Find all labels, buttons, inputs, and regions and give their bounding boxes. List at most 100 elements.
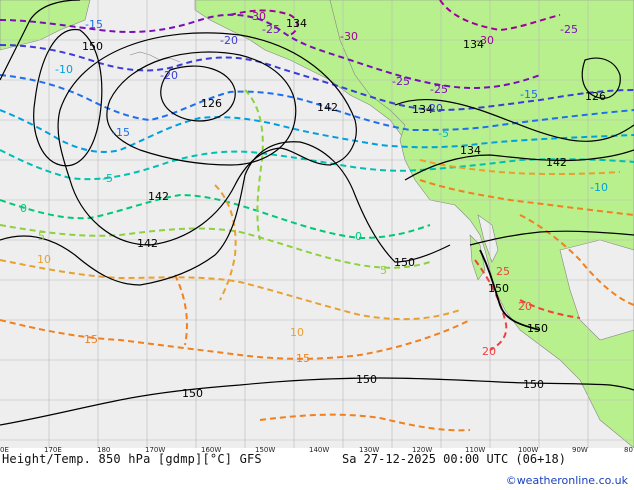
height-label-150-mexico: 150 — [488, 282, 509, 295]
temp-contour-neg30-b — [439, 0, 561, 32]
temp-label-15-mid: 15 — [296, 352, 310, 365]
credit-link[interactable]: ©weatheronline.co.uk — [505, 474, 628, 487]
temp-label-neg20-nw: -20 — [220, 34, 238, 47]
height-label-134-east: 134 — [460, 144, 481, 157]
lon-label: 160W — [201, 446, 221, 454]
temp-label-neg30-coast: -30 — [340, 30, 358, 43]
land-aleutians — [129, 51, 181, 63]
gulf-of-california — [477, 214, 499, 263]
temp-contour-5-b — [244, 89, 264, 241]
height-contour-150-mexico — [479, 249, 541, 331]
temp-contour-20-b — [519, 299, 581, 319]
height-label-150-nw: 150 — [82, 40, 103, 53]
temp-label-neg30-top: -30 — [248, 10, 266, 23]
temp-label-neg15-nw: -15 — [85, 18, 103, 31]
temp-label-neg25-coast: -25 — [392, 75, 410, 88]
height-label-150-south-mid: 150 — [356, 373, 377, 386]
lon-label: 110W — [465, 446, 485, 454]
temp-contour-10 — [0, 259, 461, 321]
height-contour-126-east — [581, 57, 621, 99]
temp-contour-10-c — [419, 159, 621, 176]
temp-label-neg10-e: -10 — [590, 181, 608, 194]
temp-contour-10-b — [214, 184, 237, 301]
lon-label: 140W — [309, 446, 329, 454]
temp-label-10-mid: 10 — [290, 326, 304, 339]
height-labels: 150 126 142 134 134 142 126 134 142 150 … — [82, 17, 606, 400]
land-siberia — [0, 0, 91, 51]
height-label-150-south-w: 150 — [182, 387, 203, 400]
height-contour-142-east — [404, 149, 634, 181]
height-label-134-sw: 134 — [463, 38, 484, 51]
lon-label: 120W — [412, 446, 432, 454]
height-contours — [0, 0, 634, 426]
temp-contour-neg10 — [0, 109, 634, 153]
temp-label-neg5-e: -5 — [438, 127, 449, 140]
temp-label-neg20-mid: -20 — [160, 69, 178, 82]
temp-contour-neg20 — [0, 44, 634, 112]
height-label-142-west: 142 — [137, 237, 158, 250]
height-contour-150-south — [0, 377, 634, 426]
lon-label: 170W — [145, 446, 165, 454]
temperature-contours — [0, 0, 634, 432]
temp-contour-neg15 — [0, 74, 634, 132]
graticule — [0, 0, 634, 448]
height-label-150-coast: 150 — [394, 256, 415, 269]
lon-label: 130W — [359, 446, 379, 454]
map-valid-time: Sa 27-12-2025 00:00 UTC (06+18) — [342, 452, 566, 466]
temp-label-neg25-ne: -25 — [560, 23, 578, 36]
temp-label-5-mid: 5 — [380, 264, 387, 277]
temp-contour-15-b — [174, 274, 188, 346]
temp-label-neg30-ne: -30 — [476, 34, 494, 47]
lon-label: 90W — [572, 446, 588, 454]
temp-contour-20 — [474, 259, 508, 351]
temp-labels: -15 -20 -30 -25 -30 -25 -25 -20 -15 -10 … — [20, 10, 608, 365]
temp-contour-15-c — [419, 179, 634, 216]
temp-label-neg25-east: -25 — [430, 83, 448, 96]
height-contour-126-low — [160, 65, 236, 122]
temp-label-neg15-east: -15 — [520, 88, 538, 101]
height-label-142-top: 142 — [317, 101, 338, 114]
temp-contour-15-d — [259, 413, 471, 432]
gulf-of-mexico — [559, 239, 634, 341]
height-label-134-top: 134 — [286, 17, 307, 30]
height-label-150-pacific: 150 — [527, 322, 548, 335]
height-label-134-coast: 134 — [412, 103, 433, 116]
temp-label-neg10-nw: -10 — [55, 63, 73, 76]
temp-contour-warm-south — [519, 214, 634, 306]
height-contour-142 — [57, 32, 357, 246]
lon-label: 170E — [44, 446, 62, 454]
temp-contour-15 — [0, 319, 471, 360]
temp-label-neg5-w: -5 — [102, 172, 113, 185]
temp-label-15-w: 15 — [84, 333, 98, 346]
temp-label-5-w: 5 — [38, 230, 45, 243]
lon-label: 0E — [0, 446, 9, 454]
temp-contour-neg30 — [229, 9, 299, 36]
map-title: Height/Temp. 850 hPa [gdmp][°C] GFS — [2, 452, 262, 466]
temp-label-0-w: 0 — [20, 202, 27, 215]
height-label-126-east: 126 — [585, 90, 606, 103]
height-label-142-east: 142 — [546, 156, 567, 169]
height-contour-134-east — [394, 98, 634, 142]
temp-label-25-mex: 25 — [496, 265, 510, 278]
height-contour-150-east — [469, 230, 634, 246]
lon-label: 100W — [518, 446, 538, 454]
height-contour-150-west — [0, 141, 451, 286]
temp-label-0-mid: 0 — [355, 230, 362, 243]
temp-label-20-mex: 20 — [518, 300, 532, 313]
height-contour-150-north — [0, 0, 81, 81]
height-label-150-south-e: 150 — [523, 378, 544, 391]
height-label-126: 126 — [201, 97, 222, 110]
height-contour-134 — [106, 51, 297, 166]
lon-label: 180 — [97, 446, 110, 454]
temp-contour-0 — [0, 193, 431, 240]
lon-label: 150W — [255, 446, 275, 454]
temp-label-neg20-coast: -20 — [425, 102, 443, 115]
temp-label-20-se: 20 — [482, 345, 496, 358]
longitude-axis: 0E 170E 180 170W 160W 150W 140W 130W 120… — [0, 446, 633, 454]
temp-contour-neg5 — [0, 149, 634, 181]
height-contour-150-loop-nw — [33, 29, 103, 167]
temp-label-10-w: 10 — [37, 253, 51, 266]
temp-contour-neg25 — [0, 13, 541, 89]
height-label-142-mid: 142 — [148, 190, 169, 203]
